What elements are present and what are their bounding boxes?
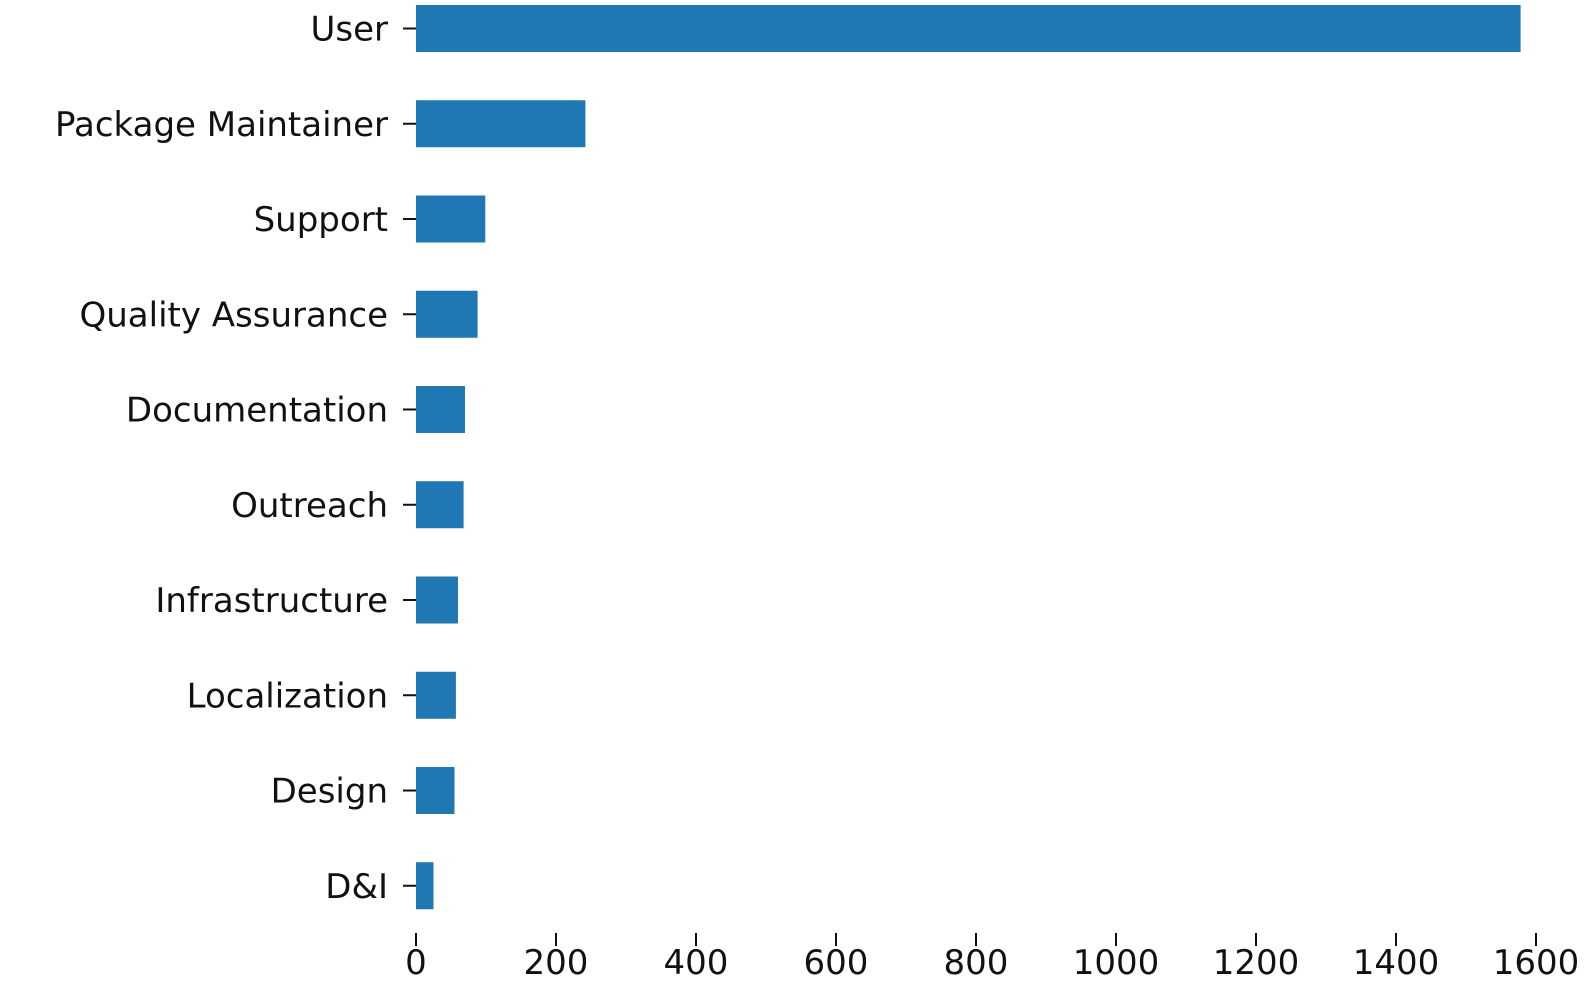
- bars-group: [416, 5, 1521, 910]
- bar-documentation: [416, 386, 465, 433]
- x-tick-label: 1400: [1353, 943, 1440, 983]
- y-tick-label: Documentation: [126, 391, 388, 431]
- bar-user: [416, 5, 1521, 52]
- x-tick-label: 600: [804, 943, 869, 983]
- x-tick-label: 200: [524, 943, 589, 983]
- bar-design: [416, 767, 455, 814]
- x-tick-label: 1600: [1493, 943, 1580, 983]
- y-tick-label: Quality Assurance: [79, 295, 388, 335]
- y-tick-label: Localization: [187, 676, 388, 716]
- x-tick-label: 400: [664, 943, 729, 983]
- y-tick-label: Support: [254, 200, 388, 240]
- bar-support: [416, 195, 486, 243]
- x-tick-label: 1000: [1073, 943, 1160, 983]
- y-tick-label: Package Maintainer: [55, 105, 388, 145]
- y-tick-label: Outreach: [231, 486, 388, 526]
- bar-infrastructure: [416, 576, 458, 624]
- y-tick-label: Infrastructure: [155, 581, 388, 621]
- x-tick-label: 0: [405, 943, 427, 983]
- y-tick-label: User: [311, 10, 389, 50]
- bar-localization: [416, 671, 456, 719]
- bar-quality-assurance: [416, 290, 478, 338]
- bar-package-maintainer: [416, 100, 586, 148]
- y-tick-label: D&I: [325, 867, 388, 907]
- x-tick-label: 800: [944, 943, 1009, 983]
- x-tick-label: 1200: [1213, 943, 1300, 983]
- y-axis: User Package Maintainer Support Quality Ass…: [55, 10, 416, 907]
- y-tick-label: Design: [271, 772, 388, 812]
- bar-dandi: [416, 862, 434, 910]
- bar-outreach: [416, 481, 464, 529]
- x-axis: 0 200 400 600 800 1000 1200 1400 1600: [405, 933, 1579, 983]
